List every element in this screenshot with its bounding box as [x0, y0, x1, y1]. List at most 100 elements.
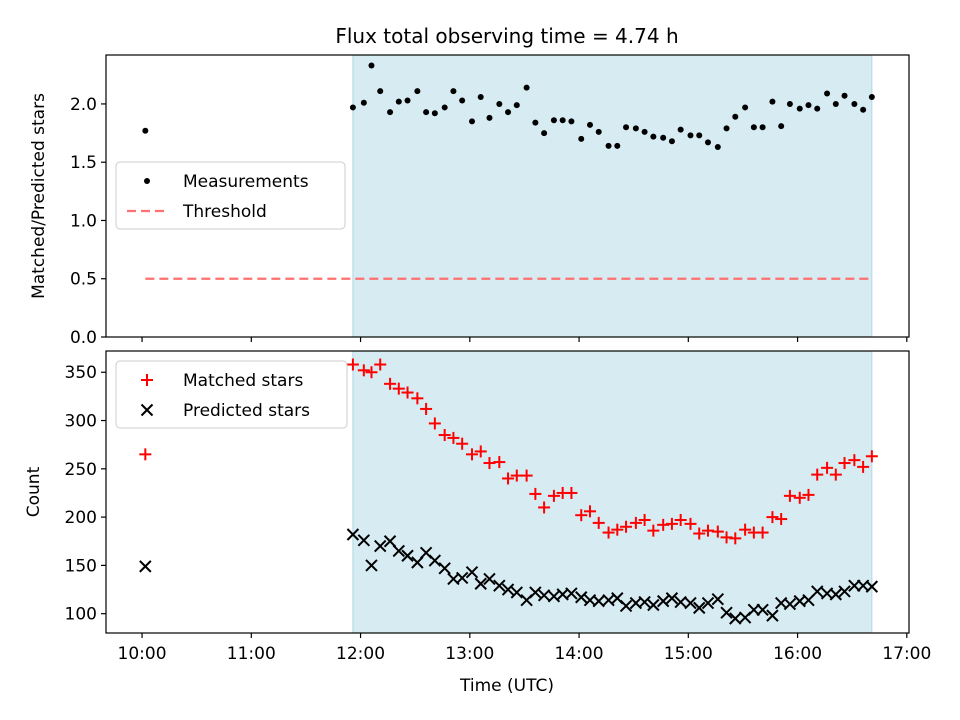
cross-stroke: [139, 560, 152, 573]
predicted-point: [357, 534, 371, 547]
cross-stroke: [447, 572, 460, 586]
cross-stroke: [602, 593, 615, 607]
measurement-point: [595, 128, 602, 135]
predicted-point: [665, 592, 679, 605]
matched-point: [575, 509, 588, 522]
predicted-point: [701, 596, 715, 610]
cross-stroke: [729, 612, 742, 625]
predicted-point: [537, 589, 551, 602]
y-tick-label: 350: [65, 363, 97, 383]
measurement-point: [687, 132, 694, 139]
measurement-point: [568, 118, 575, 125]
matched-point: [602, 526, 615, 539]
matched-point: [592, 516, 605, 529]
measurement-point: [459, 97, 466, 104]
measurement-point: [505, 109, 512, 116]
matched-point: [547, 489, 560, 502]
matched-point: [611, 523, 624, 536]
measurement-point: [632, 125, 639, 132]
matched-point: [420, 402, 433, 415]
cross-stroke: [756, 603, 769, 617]
matched-point: [665, 517, 678, 530]
measurement-point: [796, 105, 803, 112]
cross-stroke: [565, 587, 578, 600]
cross-stroke: [619, 599, 633, 613]
matched-point: [775, 513, 788, 526]
measurement-point: [486, 114, 493, 121]
predicted-point: [656, 594, 670, 608]
measurement-point: [360, 99, 367, 106]
matched-point: [502, 472, 515, 485]
matched-point: [766, 511, 779, 524]
y-tick-label: 100: [65, 605, 97, 625]
matched-point: [139, 448, 152, 461]
y-tick-label: 0.5: [70, 270, 97, 290]
predicted-point: [729, 612, 742, 625]
cross-stroke: [701, 596, 715, 610]
matched-point: [565, 486, 578, 499]
cross-stroke: [428, 554, 442, 567]
matched-point: [865, 450, 878, 463]
predicted-point: [829, 588, 843, 601]
matched-point: [493, 456, 506, 469]
cross-stroke: [510, 586, 523, 599]
cross-stroke: [455, 571, 469, 585]
predicted-point: [392, 544, 406, 558]
matched-point: [411, 392, 424, 405]
measurement-point: [696, 132, 703, 139]
predicted-point: [455, 571, 469, 585]
cross-stroke: [529, 586, 542, 599]
matched-point: [674, 514, 687, 527]
cross-stroke: [501, 583, 515, 596]
measurement-point: [404, 97, 411, 104]
matched-point: [821, 461, 834, 474]
predicted-point: [139, 560, 152, 573]
measurement-point: [759, 124, 766, 131]
measurement-point: [851, 100, 858, 107]
predicted-point: [465, 565, 479, 579]
top-x-ticks: [141, 337, 908, 342]
measurement-point: [704, 139, 711, 146]
measurement-point: [523, 84, 530, 91]
predicted-point: [438, 562, 451, 575]
measurement-point: [786, 100, 793, 107]
cross-stroke: [474, 577, 487, 590]
matched-point: [465, 448, 478, 461]
cross-stroke: [656, 594, 670, 608]
matched-point: [529, 487, 542, 500]
legend-threshold-label: Threshold: [182, 202, 267, 222]
bottom-y-axis-label: Count: [24, 466, 44, 517]
predicted-point: [383, 535, 397, 548]
measurement-point: [805, 102, 812, 109]
matched-point: [447, 431, 460, 444]
x-tick-label: 10:00: [118, 644, 167, 664]
bottom-legend: Matched stars Predicted stars: [115, 360, 348, 429]
matched-point: [829, 468, 842, 481]
y-tick-label: 250: [65, 460, 97, 480]
y-tick-label: 300: [65, 412, 97, 432]
matched-point: [783, 489, 796, 502]
cross-stroke: [493, 579, 506, 592]
top-y-ticks: 0.0 0.5 1.0 1.5 2.0: [70, 95, 106, 348]
x-axis-label: Time (UTC): [459, 676, 554, 696]
predicted-point: [474, 577, 487, 590]
measurement-point: [586, 121, 593, 128]
matched-point: [693, 527, 706, 540]
cross-stroke: [383, 535, 397, 548]
predicted-point: [756, 603, 769, 617]
cross-stroke: [537, 589, 551, 602]
measurement-point: [677, 126, 684, 133]
x-tick-label: 11:00: [227, 644, 276, 664]
cross-stroke: [711, 592, 725, 606]
x-tick-label: 15:00: [664, 644, 713, 664]
matched-point: [428, 417, 441, 430]
measurement-point: [142, 127, 149, 134]
legend-matched-label: Matched stars: [183, 371, 303, 391]
predicted-point: [428, 554, 442, 567]
matched-star-points: [139, 358, 878, 545]
matched-point: [620, 520, 633, 533]
x-tick-label: 13:00: [445, 644, 494, 664]
legend-measurements-label: Measurements: [183, 172, 309, 192]
predicted-point: [783, 597, 797, 611]
